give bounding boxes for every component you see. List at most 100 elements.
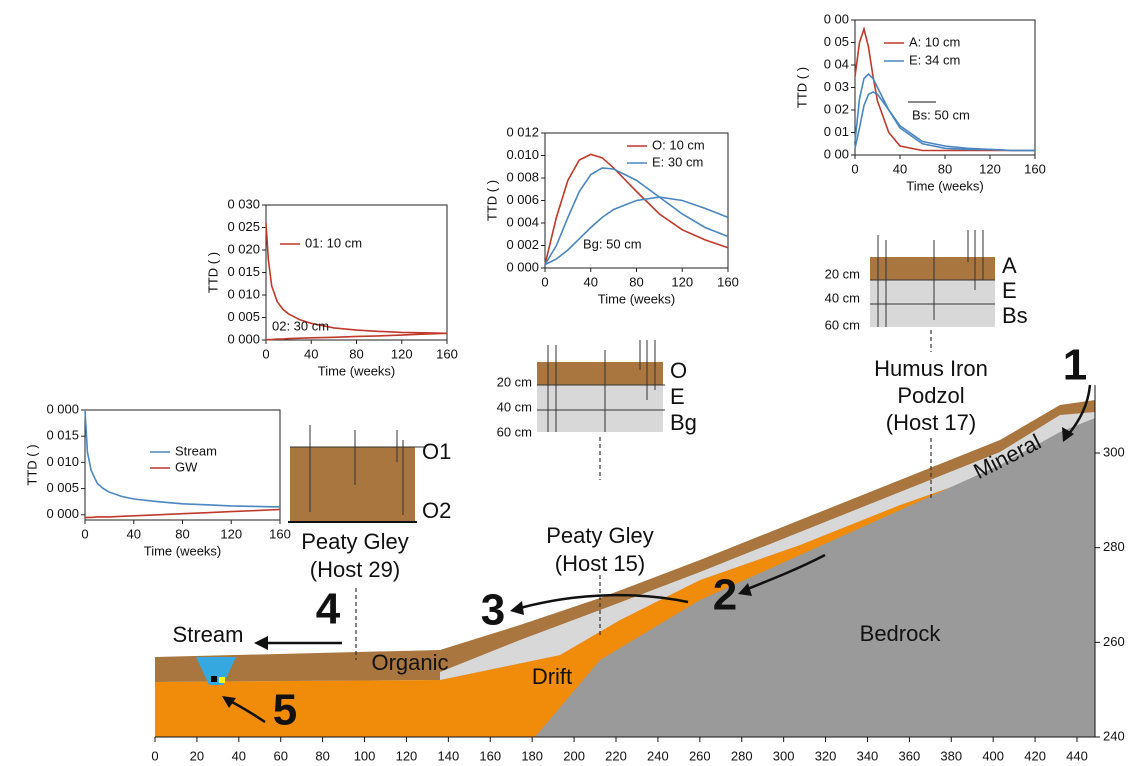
- y-tick-label: 0 005: [46, 480, 79, 495]
- x-tick-label: 120: [979, 161, 1001, 176]
- y-tick-label: 0 00: [824, 11, 849, 26]
- x-tick-label: 120: [220, 526, 242, 541]
- y-tick-label: 0 020: [227, 241, 260, 256]
- x-tick-label: 0: [151, 748, 158, 763]
- y-tick-label: 0 006: [506, 192, 539, 207]
- x-tick-label: 400: [982, 748, 1004, 763]
- x-tick-label: 160: [269, 526, 291, 541]
- x-tick-label: 300: [773, 748, 795, 763]
- horizon-label: Bg: [670, 410, 697, 435]
- y-tick-label: 0 000: [506, 259, 539, 274]
- y-tick-label: 0 010: [227, 286, 260, 301]
- x-tick-label: 420: [1024, 748, 1046, 763]
- organic-label: Organic: [371, 650, 448, 675]
- x-tick-label: 260: [689, 748, 711, 763]
- x-tick-label: 0: [851, 161, 858, 176]
- y-axis-label: TTD ( ): [24, 444, 39, 485]
- depth-label: 40 cm: [497, 399, 532, 414]
- depth-label: 20 cm: [497, 374, 532, 389]
- x-tick-label: 180: [521, 748, 543, 763]
- series-line: [854, 26, 1035, 152]
- y-axis-label: TTD ( ): [205, 252, 220, 293]
- bedrock-label: Bedrock: [860, 621, 942, 646]
- depth-label: 40 cm: [825, 290, 860, 305]
- horizon-label: O1: [422, 439, 451, 464]
- legend-label: O: 10 cm: [652, 137, 705, 152]
- flow-number: 2: [713, 571, 737, 620]
- y-tick-label: 0.010: [506, 147, 539, 162]
- legend-label: Stream: [175, 443, 217, 458]
- horizon-label: A: [1002, 253, 1017, 278]
- x-tick-label: 320: [815, 748, 837, 763]
- series-line: [854, 91, 1035, 152]
- x-tick-label: 380: [940, 748, 962, 763]
- x-tick-label: 80: [629, 274, 643, 289]
- y-tick-label: 0 015: [46, 428, 79, 443]
- y-tick-label: 0 002: [506, 237, 539, 252]
- series-label: 02: 30 cm: [272, 318, 329, 333]
- x-tick-label: 160: [717, 274, 739, 289]
- y-axis-label: TTD ( ): [794, 67, 809, 108]
- x-tick-label: 0: [541, 274, 548, 289]
- series-line: [84, 409, 281, 508]
- profile-grey: [537, 385, 663, 432]
- series-label: Bs: 50 cm: [912, 107, 970, 122]
- horizon-label: O2: [422, 498, 451, 523]
- x-tick-label: 20: [190, 748, 204, 763]
- profile-organic: [290, 447, 415, 522]
- y-tick-label: 0 010: [46, 454, 79, 469]
- y-tick-label: 0 025: [227, 219, 260, 234]
- y-tick-label: 0 030: [227, 196, 260, 211]
- profile-organic: [870, 257, 995, 280]
- x-tick-label: 280: [731, 748, 753, 763]
- x-tick-label: 40: [893, 161, 907, 176]
- y-tick-label: 280: [1103, 539, 1125, 554]
- flow-number: 5: [273, 686, 297, 735]
- site-label: (Host 15): [555, 551, 645, 576]
- y-tick-label: 0 000: [227, 331, 260, 346]
- horizon-label: Bs: [1002, 303, 1028, 328]
- y-tick-label: 0 012: [506, 124, 539, 139]
- x-tick-label: 340: [857, 748, 879, 763]
- legend-label: E: 30 cm: [652, 154, 703, 169]
- x-tick-label: 0: [81, 526, 88, 541]
- y-tick-label: 0 000: [46, 401, 79, 416]
- stream-label: Stream: [173, 622, 244, 647]
- y-tick-label: 0 004: [506, 214, 539, 229]
- x-tick-label: 120: [396, 748, 418, 763]
- x-tick-label: 80: [349, 346, 363, 361]
- drift-label: Drift: [532, 664, 572, 689]
- y-axis-label: TTD ( ): [484, 180, 499, 221]
- arrowheads: [222, 427, 1074, 708]
- site-label: Peaty Gley: [546, 523, 654, 548]
- x-tick-label: 80: [175, 526, 189, 541]
- x-tick-label: 80: [315, 748, 329, 763]
- x-tick-label: 120: [391, 346, 413, 361]
- flow-number: 4: [316, 585, 341, 634]
- x-tick-label: 160: [1024, 161, 1046, 176]
- series-line: [544, 167, 729, 266]
- x-tick-label: 60: [273, 748, 287, 763]
- horizon-label: E: [1002, 278, 1017, 303]
- series-line: [265, 222, 448, 335]
- x-tick-label: 360: [899, 748, 921, 763]
- depth-label: 20 cm: [825, 266, 860, 281]
- legend-label: GW: [175, 459, 198, 474]
- x-axis-label: Time (weeks): [144, 543, 222, 558]
- mineral-layer: [440, 412, 1095, 680]
- x-tick-label: 40: [127, 526, 141, 541]
- site-label: Peaty Gley: [301, 529, 409, 554]
- depth-label: 60 cm: [825, 317, 860, 332]
- series-line: [544, 153, 729, 265]
- stream-gauge: [211, 676, 217, 682]
- x-tick-label: 120: [671, 274, 693, 289]
- x-tick-label: 40: [232, 748, 246, 763]
- profile-organic: [537, 362, 663, 385]
- x-axis-label: Time (weeks): [598, 291, 676, 306]
- depth-label: 60 cm: [497, 424, 532, 439]
- x-tick-label: 220: [605, 748, 627, 763]
- y-tick-label: 0 01: [824, 124, 849, 139]
- site-markers: [355, 330, 932, 660]
- x-tick-label: 40: [304, 346, 318, 361]
